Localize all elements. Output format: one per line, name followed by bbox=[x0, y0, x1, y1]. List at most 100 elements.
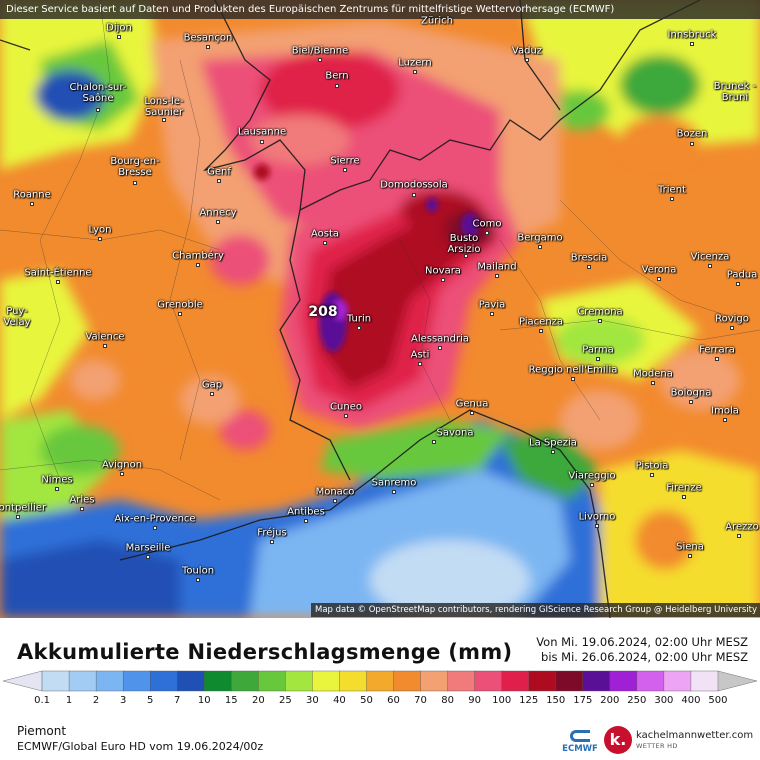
city-marker bbox=[30, 202, 34, 206]
color-scale-swatch bbox=[204, 670, 232, 692]
color-scale-tick-label: 3 bbox=[119, 695, 127, 706]
color-scale-swatch bbox=[177, 670, 205, 692]
city-label-como: Como bbox=[472, 218, 502, 230]
city-label-lausanne: Lausanne bbox=[237, 126, 287, 138]
city-marker bbox=[304, 519, 308, 523]
city-label-chalon: Chalon-sur-Saône bbox=[69, 82, 127, 104]
city-label-novara: Novara bbox=[425, 265, 461, 277]
color-scale-tick-label: 125 bbox=[519, 695, 539, 706]
city-label-grenoble: Grenoble bbox=[157, 299, 203, 311]
city-marker bbox=[464, 254, 468, 258]
city-label-bozen: Bozen bbox=[676, 128, 708, 140]
city-label-padua: Padua bbox=[726, 269, 758, 281]
city-marker bbox=[485, 231, 489, 235]
city-marker bbox=[217, 179, 221, 183]
city-marker bbox=[688, 554, 692, 558]
city-label-pistoia: Pistoia bbox=[635, 460, 669, 472]
color-scale-tick-label: 70 bbox=[414, 695, 427, 706]
city-marker bbox=[412, 193, 416, 197]
color-scale-tick-label: 300 bbox=[654, 695, 674, 706]
city-label-bern: Bern bbox=[325, 70, 349, 82]
city-marker bbox=[495, 274, 499, 278]
color-scale-swatch bbox=[447, 670, 476, 692]
city-marker bbox=[55, 487, 59, 491]
precipitation-field bbox=[0, 0, 760, 618]
city-marker bbox=[162, 118, 166, 122]
city-label-toulon: Toulon bbox=[181, 565, 215, 577]
color-scale-swatch bbox=[366, 670, 395, 692]
period-from: Von Mi. 19.06.2024, 02:00 Uhr MESZ bbox=[536, 635, 748, 649]
city-label-frejus: Fréjus bbox=[257, 527, 287, 539]
legend-title: Akkumulierte Niederschlagsmenge (mm) bbox=[17, 640, 513, 664]
city-marker bbox=[343, 168, 347, 172]
city-label-domodossola: Domodossola bbox=[380, 179, 448, 191]
city-marker bbox=[737, 534, 741, 538]
city-label-zurich: Zürich bbox=[421, 15, 453, 27]
color-scale-swatch bbox=[690, 670, 719, 692]
color-scale-swatch bbox=[2, 670, 43, 692]
city-marker bbox=[270, 540, 274, 544]
color-scale-tick-label: 80 bbox=[441, 695, 454, 706]
color-scale-tick-label: 60 bbox=[387, 695, 400, 706]
color-scale-swatch bbox=[609, 670, 638, 692]
color-scale-tick-label: 200 bbox=[600, 695, 620, 706]
color-scale-tick-label: 0.1 bbox=[34, 695, 50, 706]
city-marker bbox=[103, 344, 107, 348]
color-scale-tick-label: 25 bbox=[278, 695, 292, 706]
city-label-genf: Genf bbox=[207, 166, 231, 178]
city-marker bbox=[432, 440, 436, 444]
color-scale-tick-label: 40 bbox=[333, 695, 346, 706]
city-label-roanne: Roanne bbox=[13, 189, 51, 201]
city-label-mailand: Mailand bbox=[477, 261, 517, 273]
city-marker bbox=[590, 483, 594, 487]
color-scale-swatch bbox=[312, 670, 341, 692]
color-scale-tick-label: 20 bbox=[251, 695, 265, 706]
color-scale-swatch bbox=[258, 670, 287, 692]
ecmwf-logo-text: ECMWF bbox=[562, 744, 598, 754]
city-label-nimes: Nîmes bbox=[41, 474, 73, 486]
city-marker bbox=[133, 181, 137, 185]
city-marker bbox=[682, 495, 686, 499]
city-label-busto: Busto Arsizio bbox=[447, 233, 481, 255]
color-scale-swatch bbox=[663, 670, 692, 692]
period-to: bis Mi. 26.06.2024, 02:00 Uhr MESZ bbox=[541, 650, 748, 664]
city-marker bbox=[595, 524, 599, 528]
city-marker bbox=[690, 42, 694, 46]
city-marker bbox=[344, 414, 348, 418]
color-scale-tick-label: 90 bbox=[468, 695, 481, 706]
max-precipitation-label: 208 bbox=[308, 304, 338, 320]
city-marker bbox=[490, 312, 494, 316]
color-scale-tick-label: 500 bbox=[708, 695, 728, 706]
city-label-biel: Biel/Bienne bbox=[291, 45, 349, 57]
city-marker bbox=[723, 418, 727, 422]
color-scale-swatch bbox=[420, 670, 449, 692]
city-label-dijon: Dijon bbox=[106, 22, 132, 34]
city-label-arezzo: Arezzo bbox=[725, 521, 759, 533]
city-label-montpellier: Montpellier bbox=[0, 502, 47, 514]
city-label-turin: Turin bbox=[346, 313, 372, 325]
city-marker bbox=[418, 362, 422, 366]
ecmwf-logo: ECMWF bbox=[560, 730, 600, 756]
city-marker bbox=[333, 499, 337, 503]
city-label-lyon: Lyon bbox=[88, 224, 112, 236]
city-label-avignon: Avignon bbox=[101, 459, 143, 471]
color-scale-swatch bbox=[149, 670, 178, 692]
kachelmann-logo: k. kachelmannwetter.com WETTER HD bbox=[604, 726, 754, 756]
city-label-marseille: Marseille bbox=[125, 542, 171, 554]
city-label-sanremo: Sanremo bbox=[371, 477, 417, 489]
city-marker bbox=[650, 473, 654, 477]
city-label-verona: Verona bbox=[641, 264, 677, 276]
city-marker bbox=[571, 377, 575, 381]
city-marker bbox=[260, 140, 264, 144]
city-label-vaduz: Vaduz bbox=[511, 45, 543, 57]
city-marker bbox=[525, 58, 529, 62]
color-scale-bar bbox=[2, 670, 758, 692]
city-marker bbox=[323, 241, 327, 245]
color-scale-tick-label: 150 bbox=[546, 695, 566, 706]
city-label-asti: Asti bbox=[410, 349, 430, 361]
city-marker bbox=[470, 411, 474, 415]
color-scale-tick-label: 2 bbox=[92, 695, 100, 706]
color-scale-swatch bbox=[231, 670, 260, 692]
city-label-saint-etienne: Saint-Étienne bbox=[24, 267, 92, 279]
city-marker bbox=[206, 45, 210, 49]
